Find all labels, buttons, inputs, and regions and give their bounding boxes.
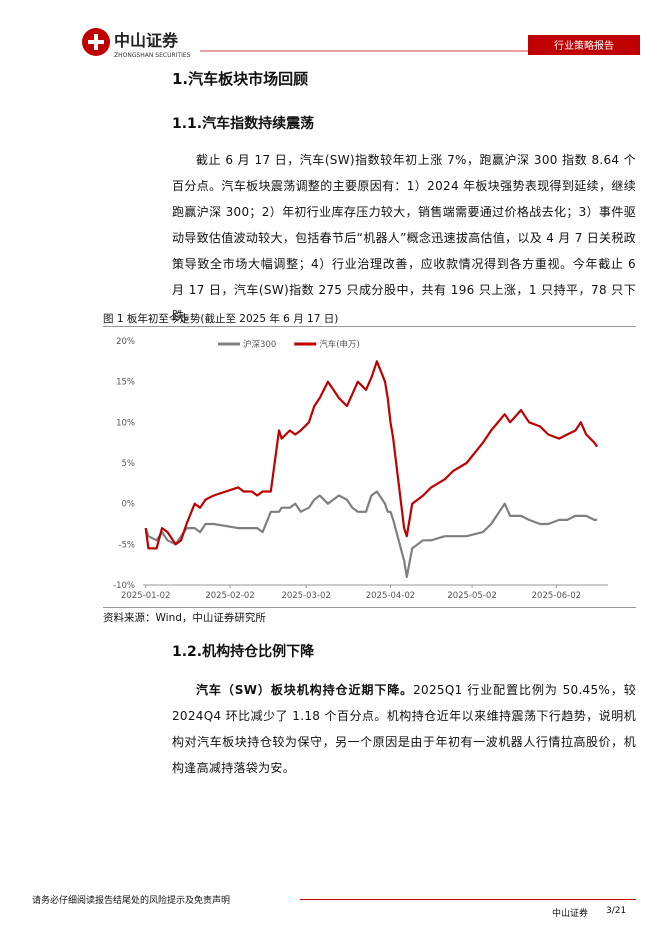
legend-label: 沪深300 [243,339,276,350]
disclaimer: 请务必仔细阅读报告结尾处的风险提示及免责声明 [32,896,231,906]
heading: 1.1.汽车指数持续震荡 [172,116,315,132]
paragraph: 汽车（SW）板块机构持仓近期下降。2025Q1 行业配置比例为 50.45%，较… [172,677,636,781]
y-tick-label: 0% [122,500,136,510]
x-tick-label: 2025-02-02 [205,591,254,601]
y-tick-label: 15% [116,378,135,388]
x-tick-label: 2025-03-02 [281,591,330,601]
legend-label: 汽车(申万) [319,339,360,350]
y-tick-label: -10% [113,581,135,591]
y-tick-label: 5% [122,459,136,469]
figure-source: 资料来源：Wind，中山证券研究所 [103,612,266,624]
figure-caption: 图 1 板年初至今走势(截止至 2025 年 6 月 17 日) [103,313,339,325]
x-tick-label: 2025-05-02 [447,591,496,601]
tag-box [528,35,640,55]
footer-rule [300,899,636,900]
series-line [144,360,599,550]
heading: 1.2.机构持仓比例下降 [172,644,315,660]
x-tick-label: 2025-06-02 [532,591,581,601]
heading: 1.汽车板块市场回顾 [172,70,309,88]
header: 中山证券 ZHONGSHAN SECURITIES 行业策略报告 [82,28,640,59]
figure-rule [103,607,636,608]
brand: 中山证券 [114,31,179,50]
footer-brand: 中山证券 [552,909,589,919]
y-tick-label: 20% [116,337,135,347]
chart: -10% -5% 0% 5% 10% 15% 20% 2025-01-02 2025-02-02… [113,337,608,601]
tag: 行业策略报告 [554,39,614,52]
paragraph-text: 2025Q1 行业配置比例为 50.45%，较 2024Q4 环比减少了 1.1… [172,683,637,775]
x-tick-label: 2025-01-02 [121,591,170,601]
y-tick-label: 10% [116,418,135,428]
series-line [144,490,598,578]
x-tick-label: 2025-04-02 [366,591,415,601]
y-tick-label: -5% [118,540,135,550]
brand-en: ZHONGSHAN SECURITIES [114,52,191,59]
paragraph: 截止 6 月 17 日，汽车(SW)指数较年初上涨 7%，跑赢沪深 300 指数… [172,153,636,323]
figure-rule [103,326,636,327]
paragraph-lead: 汽车（SW）板块机构持仓近期下降。 [196,683,414,697]
page-number: 3/21 [606,906,627,916]
logo-cross [88,34,104,50]
